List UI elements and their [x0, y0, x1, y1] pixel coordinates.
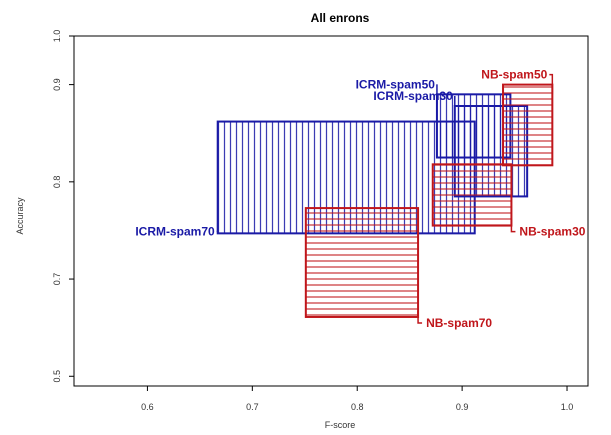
y-tick-label: 1.0: [52, 30, 62, 43]
leader-nb-spam70: [418, 311, 422, 323]
box-hatch: [503, 85, 552, 166]
series-boxes: [218, 85, 553, 317]
x-tick-label: 0.8: [351, 402, 364, 412]
box-nb-spam50: [503, 85, 552, 166]
series-label-icrm-spam50: ICRM-spam50: [356, 77, 436, 91]
x-tick-label: 1.0: [561, 402, 574, 412]
series-label-nb-spam30: NB-spam30: [519, 225, 585, 239]
x-tick-label: 0.9: [456, 402, 469, 412]
box-nb-spam70: [306, 208, 418, 317]
box-hatch: [433, 164, 512, 225]
box-hatch: [437, 94, 510, 157]
leader-nb-spam30: [511, 220, 515, 232]
y-tick-label: 0.8: [52, 176, 62, 189]
x-tick-label: 0.7: [246, 402, 259, 412]
y-tick-label: 0.9: [52, 78, 62, 91]
x-axis-label: F-score: [325, 420, 356, 430]
box-nb-spam30: [433, 164, 512, 225]
x-axis: 0.6 0.7 0.8 0.9 1.0: [141, 386, 573, 412]
chart-title: All enrons: [311, 11, 370, 25]
y-axis: 0.5 0.7 0.8 0.9 1.0: [52, 30, 74, 383]
box-hatch: [306, 208, 418, 317]
box-icrm-spam50: [437, 94, 510, 157]
series-label-nb-spam50: NB-spam50: [481, 68, 547, 82]
y-axis-label: Accuracy: [15, 197, 25, 235]
x-tick-label: 0.6: [141, 402, 154, 412]
series-label-icrm-spam70: ICRM-spam70: [135, 224, 215, 238]
series-label-nb-spam70: NB-spam70: [426, 316, 492, 330]
y-tick-label: 0.5: [52, 370, 62, 383]
y-tick-label: 0.7: [52, 273, 62, 286]
